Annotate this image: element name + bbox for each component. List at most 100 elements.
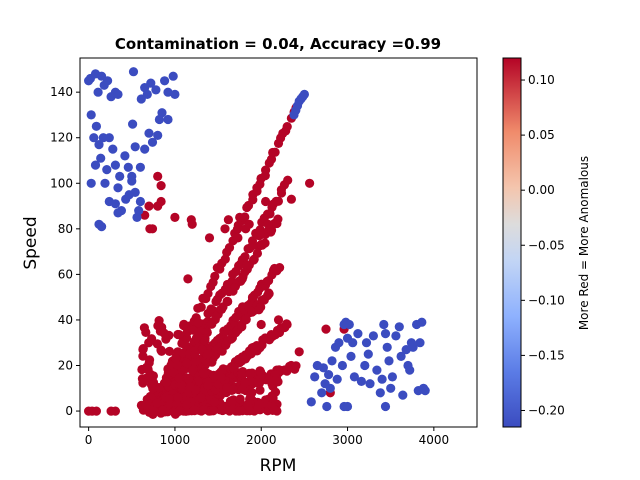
- data-point: [113, 89, 123, 99]
- data-point: [405, 365, 415, 375]
- data-point: [190, 349, 200, 359]
- data-point: [216, 372, 226, 382]
- data-point: [103, 76, 113, 86]
- data-point: [240, 252, 250, 262]
- data-point: [147, 224, 158, 234]
- data-point: [170, 89, 180, 99]
- data-point: [365, 379, 375, 389]
- data-point: [363, 349, 373, 359]
- y-tick-label: 80: [58, 222, 73, 236]
- data-point: [146, 380, 157, 390]
- y-tick-label: 40: [58, 313, 73, 327]
- data-point: [189, 405, 199, 415]
- data-point: [384, 356, 394, 366]
- data-point: [176, 380, 186, 390]
- x-tick-label: 2000: [246, 433, 277, 447]
- data-point: [317, 388, 327, 398]
- data-point: [209, 397, 220, 407]
- x-axis: 0 1000 2000 3000 4000: [85, 427, 449, 447]
- data-point: [235, 394, 245, 404]
- data-point: [382, 342, 392, 352]
- data-point: [173, 329, 183, 340]
- data-point: [100, 178, 110, 188]
- data-point: [394, 322, 404, 332]
- y-tick-label: 100: [50, 176, 73, 190]
- data-point: [138, 351, 148, 361]
- data-point: [245, 406, 255, 416]
- data-point: [102, 165, 112, 175]
- data-point: [332, 374, 342, 384]
- data-point: [91, 406, 101, 416]
- data-point: [151, 85, 161, 95]
- data-point: [286, 194, 296, 204]
- data-point: [223, 296, 233, 307]
- data-point: [348, 338, 358, 348]
- data-point: [160, 76, 170, 86]
- data-point: [128, 67, 139, 77]
- data-point: [200, 336, 210, 346]
- data-point: [96, 153, 106, 163]
- data-point: [196, 302, 206, 312]
- data-point: [145, 355, 155, 365]
- data-point: [149, 406, 159, 416]
- data-point: [185, 382, 196, 392]
- data-point: [269, 405, 280, 415]
- data-point: [120, 151, 130, 161]
- data-point: [408, 342, 418, 352]
- y-tick-label: 0: [65, 404, 73, 418]
- data-point: [327, 356, 337, 366]
- data-point: [187, 365, 197, 375]
- data-point: [186, 215, 196, 225]
- data-point: [353, 329, 363, 339]
- data-point: [387, 372, 397, 382]
- chart-title: Contamination = 0.04, Accuracy =0.99: [115, 35, 441, 53]
- colorbar-ticks: −0.20 −0.15 −0.10 −0.05 0.00 0.05 0.10: [521, 73, 565, 417]
- data-point: [135, 196, 145, 207]
- data-point: [244, 219, 254, 229]
- data-point: [396, 351, 406, 361]
- data-point: [252, 341, 262, 351]
- data-point: [282, 122, 292, 132]
- data-point: [227, 397, 237, 407]
- data-point: [299, 89, 309, 99]
- y-tick-label: 20: [58, 359, 73, 373]
- y-axis-label: Speed: [21, 216, 41, 269]
- plot-frame: [79, 57, 478, 428]
- data-point: [104, 133, 114, 143]
- data-point: [401, 345, 411, 355]
- data-point: [318, 363, 328, 373]
- data-point: [360, 360, 370, 371]
- data-point: [380, 401, 391, 412]
- data-point: [174, 373, 184, 383]
- data-point: [199, 405, 209, 415]
- data-point: [246, 390, 256, 400]
- data-point: [270, 147, 280, 157]
- data-point: [322, 401, 332, 412]
- data-point: [139, 323, 149, 333]
- data-point: [233, 233, 243, 243]
- data-point: [252, 183, 262, 193]
- data-point: [86, 178, 96, 188]
- data-point: [234, 406, 244, 416]
- data-point: [282, 319, 292, 330]
- data-point: [273, 196, 283, 206]
- data-point: [143, 364, 153, 374]
- data-point: [372, 365, 382, 375]
- data-point: [135, 162, 145, 172]
- data-point: [349, 372, 359, 382]
- data-point: [237, 274, 247, 284]
- data-point: [417, 317, 427, 327]
- data-point: [174, 406, 184, 416]
- data-point: [204, 233, 215, 243]
- data-point: [163, 87, 173, 97]
- data-point: [361, 338, 372, 348]
- data-point: [89, 133, 99, 143]
- data-point: [128, 119, 138, 129]
- data-point: [173, 392, 183, 403]
- data-point: [144, 201, 154, 211]
- data-point: [380, 329, 391, 339]
- data-point: [220, 224, 230, 234]
- data-point: [263, 219, 273, 229]
- data-point: [94, 140, 104, 150]
- data-point: [157, 108, 167, 118]
